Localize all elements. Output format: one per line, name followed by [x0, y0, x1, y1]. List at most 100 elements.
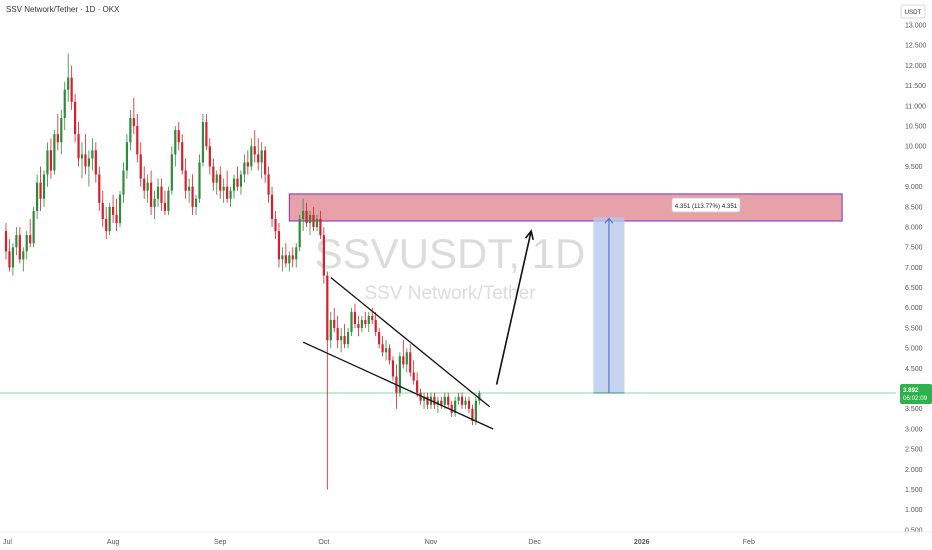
- y-tick-label: 7.500: [905, 245, 923, 252]
- candle-body: [160, 186, 163, 203]
- candle-body: [198, 162, 201, 199]
- candle-body: [18, 235, 21, 260]
- candle-body: [277, 231, 281, 260]
- candle-body: [150, 182, 153, 207]
- candle-body: [112, 206, 115, 215]
- candle-body: [388, 348, 391, 361]
- candle-body: [22, 251, 25, 260]
- y-tick-label: 6.500: [905, 285, 923, 292]
- candle-body: [274, 218, 277, 232]
- candle-body: [246, 162, 249, 167]
- y-tick-label: 4.500: [905, 366, 923, 373]
- candle-body: [270, 194, 274, 219]
- candle-body: [53, 134, 56, 171]
- candle-body: [471, 408, 474, 421]
- candle-body: [184, 170, 187, 191]
- candle-body: [419, 392, 422, 401]
- candle-body: [108, 206, 111, 232]
- candle-body: [243, 162, 246, 175]
- chart-title: SSV Network/Tether · 1D · OKX: [6, 5, 120, 14]
- y-tick-label: 10.500: [905, 123, 927, 130]
- candle-body: [447, 396, 450, 405]
- candle-body: [115, 214, 118, 224]
- y-tick-label: 1.000: [905, 507, 923, 514]
- candle-body: [416, 380, 419, 393]
- y-tick-label: 12.000: [905, 63, 927, 70]
- y-tick-label: 10.000: [905, 144, 927, 151]
- projection-arrow-line: [495, 230, 532, 385]
- y-tick-label: 9.000: [905, 184, 923, 191]
- candle-body: [67, 77, 70, 90]
- candle-body: [105, 218, 108, 232]
- candle-body: [378, 332, 381, 345]
- candle-body: [84, 154, 87, 167]
- candle-body: [63, 89, 66, 118]
- candle-body: [8, 251, 11, 268]
- candle-body: [153, 198, 156, 207]
- candle-body: [288, 255, 291, 264]
- candle-body: [381, 344, 384, 353]
- x-tick-label: Dec: [528, 539, 541, 546]
- y-tick-label: 11.000: [905, 103, 926, 110]
- candle-body: [315, 218, 319, 228]
- candle-body: [222, 186, 225, 191]
- last-price-value: 3.892: [903, 387, 919, 394]
- candle-body: [163, 202, 167, 211]
- candle-body: [440, 400, 443, 405]
- candle-body: [250, 146, 253, 167]
- candle-body: [143, 178, 146, 191]
- x-tick-label: Nov: [425, 539, 438, 546]
- candle-body: [402, 356, 405, 365]
- currency-badge[interactable]: USDT: [900, 4, 926, 19]
- candle-body: [35, 182, 39, 211]
- candle-body: [91, 150, 94, 159]
- candle-body: [333, 319, 336, 329]
- candle-body: [412, 372, 415, 381]
- candle-body: [191, 186, 194, 207]
- candle-body: [464, 400, 467, 405]
- candle-body: [188, 186, 191, 191]
- y-tick-label: 5.000: [905, 346, 923, 353]
- candle-body: [101, 202, 104, 219]
- time-scale[interactable]: Jul Aug Sep Oct Nov Dec 2026 Feb: [0, 531, 932, 546]
- candle-body: [336, 328, 339, 341]
- currency-label: USDT: [905, 9, 922, 16]
- candle-body: [450, 404, 453, 413]
- x-tick-label: Aug: [107, 539, 120, 546]
- measure-label: 4.351 (113.77%) 4.351: [671, 197, 741, 213]
- candle-body: [260, 150, 263, 163]
- watermark-name: SSV Network/Tether: [364, 283, 536, 304]
- x-tick-label: Feb: [743, 539, 755, 546]
- candle-body: [132, 118, 135, 127]
- y-tick-label: 1.500: [905, 487, 923, 494]
- candle-body: [70, 77, 73, 102]
- y-tick-label: 5.500: [905, 325, 923, 332]
- candle-body: [11, 247, 15, 268]
- candle-body: [239, 174, 243, 187]
- candles: [4, 53, 481, 490]
- candle-body: [15, 235, 18, 248]
- candle-body: [232, 178, 236, 191]
- candle-body: [208, 146, 211, 167]
- candle-body: [170, 154, 173, 191]
- wedge-lower-line: [302, 341, 494, 430]
- candle-body: [194, 198, 198, 207]
- candle-body: [257, 154, 260, 163]
- candle-body: [139, 154, 142, 179]
- candle-body: [98, 174, 101, 203]
- candle-body: [308, 214, 312, 224]
- candle-body: [264, 150, 267, 175]
- x-tick-label: Jul: [3, 539, 12, 546]
- candle-body: [346, 332, 350, 345]
- x-tick-label: 2026: [634, 539, 650, 546]
- candle-body: [215, 174, 218, 183]
- candle-body: [350, 311, 353, 333]
- candle-body: [60, 118, 63, 143]
- candle-body: [367, 315, 370, 324]
- candle-body: [25, 235, 28, 252]
- candle-body: [205, 122, 208, 147]
- candle-body: [125, 142, 129, 171]
- candle-body: [42, 174, 46, 199]
